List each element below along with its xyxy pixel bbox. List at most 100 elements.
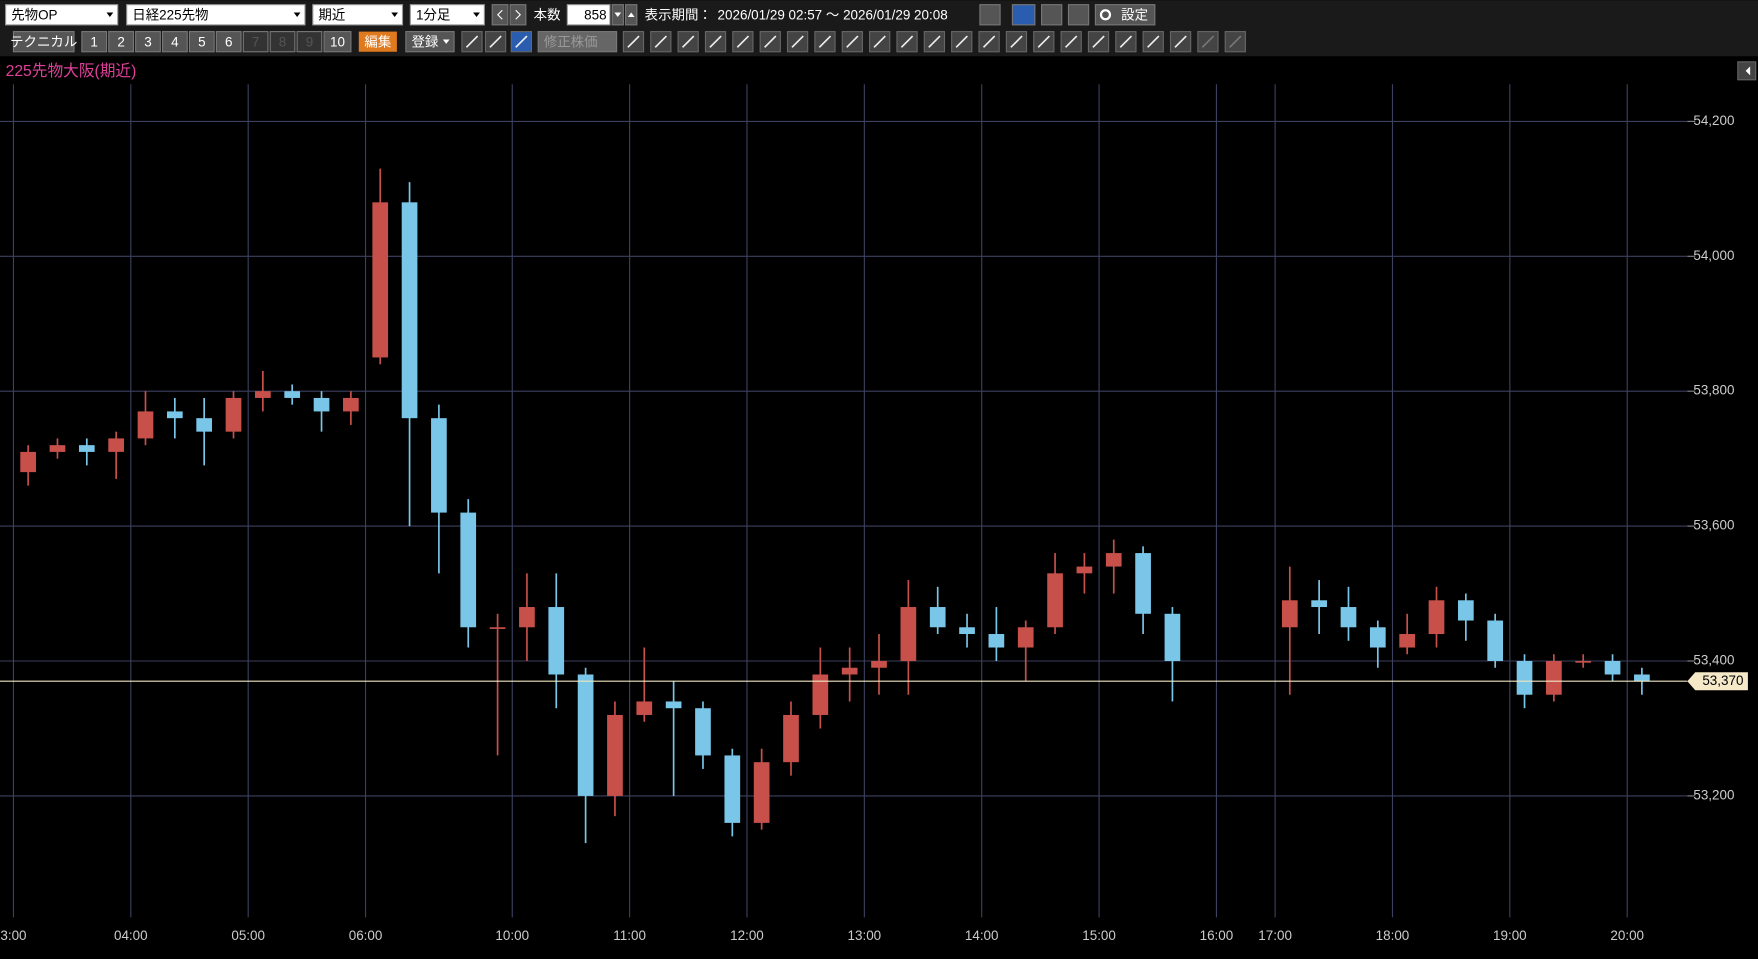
- spin-down-icon: [614, 12, 622, 18]
- select-box[interactable]: [409, 4, 485, 26]
- print-button[interactable]: [1041, 4, 1063, 26]
- tool-icon: [1037, 35, 1051, 48]
- candle-body: [959, 627, 975, 635]
- dropdown-arrow: [106, 12, 114, 18]
- select-box[interactable]: [312, 4, 404, 26]
- dropdown-arrow: [391, 12, 399, 18]
- tool-icon: [489, 35, 502, 48]
- candle-body: [577, 674, 594, 796]
- adjusted-text: 修正株価: [544, 34, 598, 49]
- prev-button[interactable]: [491, 4, 509, 26]
- number-button[interactable]: [162, 31, 188, 53]
- candle-body: [636, 701, 653, 715]
- number-button[interactable]: [188, 31, 215, 53]
- y-tick-label: 53,800: [1693, 383, 1734, 398]
- candle-body: [20, 451, 36, 473]
- number-text: 7: [252, 34, 259, 49]
- number-text: 8: [279, 34, 286, 49]
- x-tick-label: 12:00: [730, 928, 764, 943]
- candle-body: [812, 674, 829, 715]
- candle-body: [137, 411, 154, 439]
- number-text: 1: [90, 34, 97, 49]
- candle-body: [196, 418, 213, 432]
- interval-select[interactable]: 1分足: [409, 4, 485, 26]
- tool-icon: [818, 35, 832, 48]
- x-tick-label: 18:00: [1376, 928, 1410, 943]
- candle-body: [1428, 600, 1445, 635]
- number-text: 3: [144, 34, 151, 49]
- number-button[interactable]: [242, 31, 269, 53]
- technical-button[interactable]: [12, 31, 75, 53]
- tool-icon: [1010, 35, 1023, 48]
- number-button[interactable]: [269, 31, 296, 53]
- next-button[interactable]: [509, 4, 527, 26]
- y-tick-label: 54,000: [1693, 248, 1734, 263]
- select-text: 先物OP: [11, 7, 57, 22]
- plot-area: 53,200 53,400 53,600 53,800 54,000 54,200 3:00…: [0, 84, 1748, 943]
- register-button[interactable]: [405, 31, 455, 53]
- y-tick-label: 53,400: [1693, 653, 1734, 668]
- select-box[interactable]: [5, 4, 119, 26]
- month-select[interactable]: 期近: [312, 4, 404, 26]
- tool-icon: [627, 35, 640, 48]
- number-button[interactable]: [81, 31, 108, 53]
- candle-body: [695, 708, 711, 756]
- candle-body: [401, 202, 418, 419]
- candle-body: [929, 607, 946, 628]
- chart-mode-button[interactable]: [1011, 4, 1036, 26]
- candle-body: [988, 634, 1005, 648]
- tool-icon: [465, 35, 479, 48]
- number-button[interactable]: [108, 31, 134, 53]
- number-text: 5: [198, 34, 205, 49]
- settings-button[interactable]: [1094, 4, 1156, 26]
- bar-count-value: 858: [584, 7, 606, 22]
- candle-body: [1076, 566, 1093, 574]
- settings-text: 設定: [1121, 7, 1148, 22]
- candle-body: [1604, 661, 1621, 675]
- period-label: 表示期間：: [645, 7, 712, 22]
- candle-body: [607, 714, 623, 796]
- number-button[interactable]: [135, 31, 161, 53]
- adjusted-button[interactable]: [537, 31, 618, 53]
- tool-icon: [736, 35, 750, 48]
- candle-body: [284, 391, 301, 398]
- candle-body: [166, 411, 183, 419]
- y-tick-label: 53,600: [1693, 518, 1734, 533]
- export-button[interactable]: [1067, 4, 1090, 26]
- tool-icon: [791, 35, 804, 48]
- next-icon: [515, 9, 522, 20]
- x-tick-label: 3:00: [0, 928, 26, 943]
- x-tick-label: 10:00: [495, 928, 529, 943]
- candle-body: [1457, 600, 1474, 621]
- select-text: 日経225先物: [132, 7, 208, 22]
- edit-text: 編集: [364, 34, 391, 49]
- period-text: 2026/01/29 02:57 ～ 2026/01/29 20:08: [718, 7, 948, 22]
- candle-body: [1487, 620, 1504, 662]
- candle-body: [900, 607, 917, 662]
- tool-icon: [1147, 35, 1160, 48]
- number-button[interactable]: [215, 31, 242, 53]
- edit-button[interactable]: [358, 31, 397, 52]
- tool-icon: [1064, 35, 1078, 48]
- candle-body: [724, 755, 741, 823]
- tool-icon: [515, 35, 528, 48]
- dropdown-arrow: [442, 39, 450, 44]
- product-select[interactable]: 日経225先物: [126, 4, 306, 26]
- select-box[interactable]: [126, 4, 306, 26]
- dropdown-arrow: [293, 12, 301, 18]
- number-button[interactable]: [296, 31, 323, 53]
- collapse-icon: [1745, 66, 1751, 76]
- number-button[interactable]: [323, 31, 352, 53]
- number-text: 2: [117, 34, 124, 49]
- tool-icon: [654, 35, 668, 48]
- symbol-select[interactable]: 先物OP: [5, 4, 119, 26]
- candle-body: [489, 627, 506, 629]
- candle-body: [1164, 613, 1181, 662]
- number-buttons: 1 2 3 4 5 6 7 8 9 10: [81, 31, 352, 53]
- bar-count-input[interactable]: [566, 4, 611, 26]
- last-price-label: 53,370: [1702, 673, 1743, 688]
- reset-button[interactable]: [979, 4, 1001, 26]
- candle-body: [665, 701, 682, 709]
